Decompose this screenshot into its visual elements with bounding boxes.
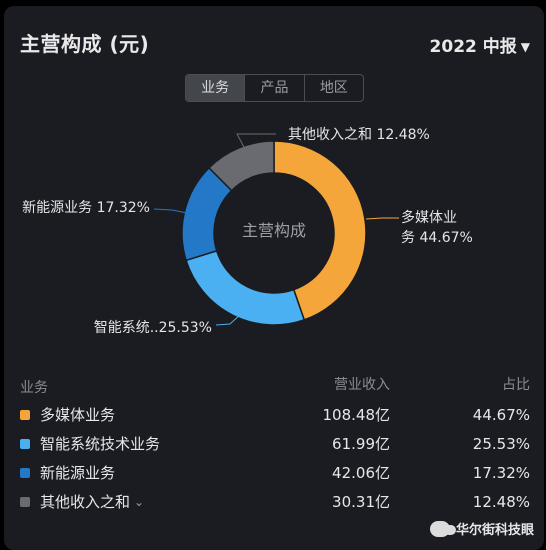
period-selector[interactable]: 2022 中报 ▼ bbox=[430, 32, 530, 57]
table-row: 多媒体业务 108.48亿 44.67% bbox=[20, 400, 530, 429]
segment-tabs: 业务 产品 地区 bbox=[185, 74, 364, 102]
composition-table: 业务 营业收入 占比 多媒体业务 108.48亿 44.67% 智能系统技术业务… bbox=[20, 374, 530, 516]
donut-center-label: 主营构成 bbox=[242, 221, 306, 240]
leader-line-other bbox=[236, 133, 276, 150]
slice-label-new-energy: 新能源业务 17.32% bbox=[22, 200, 150, 216]
slice-label-multimedia-2: 务 44.67% bbox=[401, 230, 473, 246]
tab-region[interactable]: 地区 bbox=[319, 80, 348, 96]
row-share: 44.67% bbox=[472, 405, 530, 424]
header-revenue: 营业收入 bbox=[334, 377, 390, 393]
caret-down-icon: ▼ bbox=[520, 40, 530, 54]
row-name: 新能源业务 bbox=[40, 464, 116, 482]
table-row: 智能系统技术业务 61.99亿 25.53% bbox=[20, 429, 530, 458]
slice-label-smart-system: 智能系统..25.53% bbox=[94, 320, 212, 336]
header-business: 业务 bbox=[20, 380, 48, 396]
row-share: 17.32% bbox=[472, 463, 530, 482]
leader-line-smart-system bbox=[215, 312, 243, 326]
row-share: 25.53% bbox=[472, 434, 530, 453]
watermark-text: 华尔街科技眼 bbox=[455, 523, 534, 538]
slice-label-multimedia-1: 多媒体业 bbox=[401, 209, 457, 226]
legend-swatch bbox=[20, 496, 30, 507]
leader-line-multimedia bbox=[365, 217, 399, 220]
period-label: 2022 中报 bbox=[429, 37, 517, 57]
revenue-composition-card: 主营构成 (元) 2022 中报 ▼ 业务 产品 地区 主营构成 多媒体业 务 4… bbox=[4, 6, 544, 550]
donut-slice-other[interactable] bbox=[207, 140, 275, 192]
leader-line-new-energy bbox=[153, 208, 188, 214]
row-name: 智能系统技术业务 bbox=[40, 435, 161, 453]
row-revenue: 42.06亿 bbox=[332, 464, 390, 482]
tab-business[interactable]: 业务 bbox=[186, 75, 246, 101]
wechat-icon bbox=[429, 520, 456, 537]
donut-chart: 主营构成 多媒体业 务 44.67% 智能系统..25.53% 新能源业务 17… bbox=[22, 127, 473, 336]
table-row: 新能源业务 42.06亿 17.32% bbox=[20, 458, 530, 487]
watermark: 华尔街科技眼 bbox=[429, 519, 534, 538]
row-name: 其他收入之和 bbox=[40, 493, 131, 511]
tab-product[interactable]: 产品 bbox=[245, 75, 305, 101]
table-row-expandable[interactable]: 其他收入之和 ⌄ 30.31亿 12.48% bbox=[20, 487, 530, 516]
slice-label-other: 其他收入之和 12.48% bbox=[288, 127, 430, 143]
row-share: 12.48% bbox=[472, 492, 530, 511]
header-share: 占比 bbox=[502, 377, 530, 393]
page-title: 主营构成 (元) bbox=[20, 32, 150, 56]
donut-slice-multimedia[interactable] bbox=[273, 140, 367, 321]
row-revenue: 108.48亿 bbox=[322, 406, 391, 424]
chevron-down-icon[interactable]: ⌄ bbox=[134, 494, 145, 509]
row-revenue: 61.99亿 bbox=[332, 435, 390, 453]
row-revenue: 30.31亿 bbox=[332, 493, 390, 511]
donut-slice-smart-system[interactable] bbox=[185, 249, 306, 326]
legend-swatch bbox=[20, 409, 30, 420]
table-header: 业务 营业收入 占比 bbox=[20, 374, 530, 400]
legend-swatch bbox=[20, 438, 30, 449]
row-name: 多媒体业务 bbox=[40, 406, 116, 424]
legend-swatch bbox=[20, 467, 30, 478]
